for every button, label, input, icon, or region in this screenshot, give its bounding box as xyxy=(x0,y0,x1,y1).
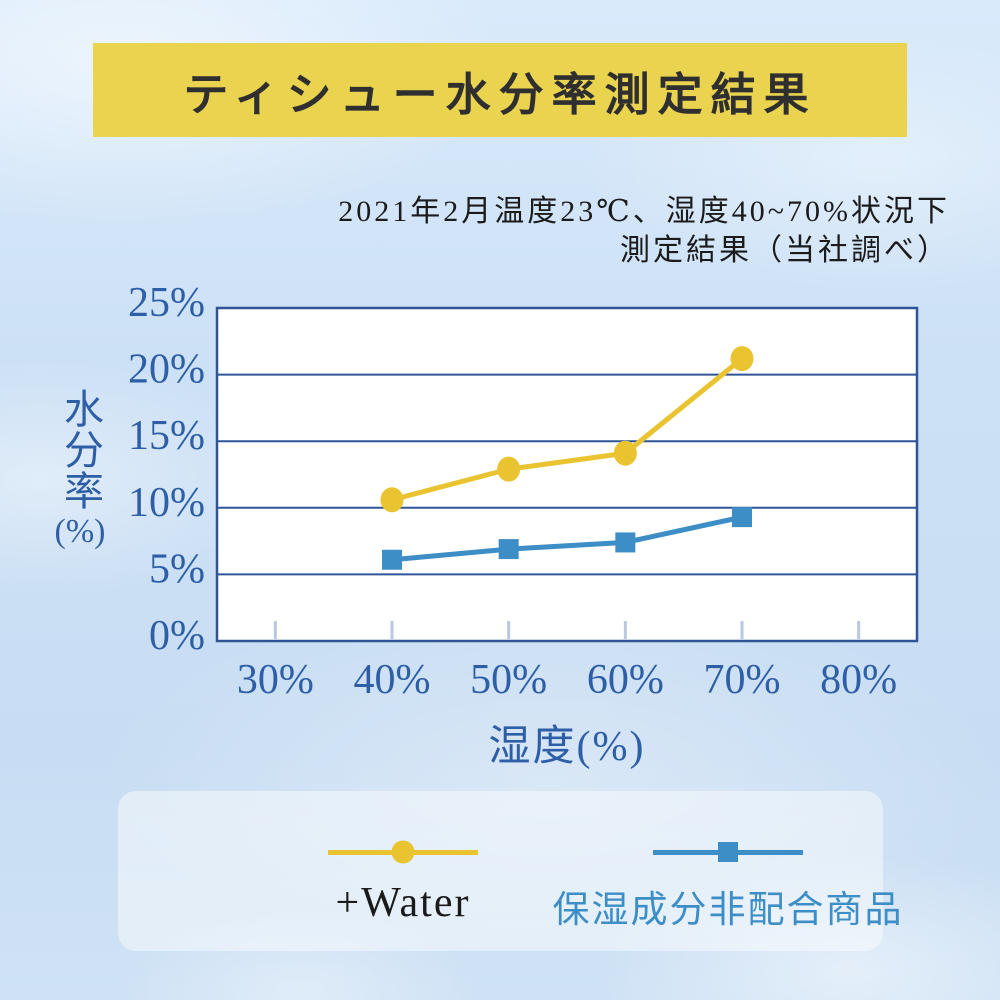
x-tick-label: 40% xyxy=(354,657,431,703)
series-line-square xyxy=(391,514,743,563)
y-tick-label: 20% xyxy=(128,347,205,393)
chart-subtitle: 2021年2月温度23℃、湿度40~70%状況下 測定結果（当社調べ） xyxy=(338,192,950,270)
plot-border xyxy=(215,306,919,643)
data-point-marker xyxy=(497,456,521,482)
x-axis-title: 湿度(%) xyxy=(488,724,646,770)
y-axis-title: 水分率 (%) xyxy=(50,388,110,551)
y-tick-label: 10% xyxy=(128,480,205,526)
data-point-marker xyxy=(380,487,404,513)
subtitle-line-2: 測定結果（当社調べ） xyxy=(620,234,950,267)
legend-marker-no-moisturizer xyxy=(653,841,803,863)
x-tick-label: 60% xyxy=(587,657,664,703)
legend-item-water: +Water xyxy=(278,791,528,951)
title-banner: ティシュー水分率測定結果 xyxy=(93,43,907,137)
y-tick-label: 15% xyxy=(128,413,205,459)
data-point-marker xyxy=(615,532,636,553)
legend-label-no-moisturizer: 保湿成分非配合商品 xyxy=(552,890,904,931)
data-point-marker xyxy=(498,539,519,560)
y-axis-title-unit: (%) xyxy=(54,513,106,550)
legend-item-no-moisturizer: 保湿成分非配合商品 xyxy=(548,791,908,951)
page-title: ティシュー水分率測定結果 xyxy=(183,69,817,120)
legend-label-water: +Water xyxy=(335,880,471,926)
y-axis-title-text: 水分率 xyxy=(58,388,103,511)
y-tick-label: 5% xyxy=(149,546,205,592)
data-point-marker xyxy=(732,507,752,528)
plot-area xyxy=(217,308,917,641)
x-tick-label: 30% xyxy=(237,657,314,703)
y-tick-label: 0% xyxy=(149,613,205,659)
data-point-marker xyxy=(382,549,402,570)
subtitle-line-1: 2021年2月温度23℃、湿度40~70%状況下 xyxy=(338,195,950,228)
y-tick-label: 25% xyxy=(128,280,205,326)
x-tick-label: 70% xyxy=(704,657,781,703)
square-marker-icon xyxy=(718,842,738,862)
legend-panel: +Water 保湿成分非配合商品 xyxy=(118,791,902,951)
data-point-marker xyxy=(613,440,637,466)
series-line-circle xyxy=(391,356,744,503)
x-tick-label: 80% xyxy=(820,657,897,703)
circle-marker-icon xyxy=(391,840,415,864)
data-point-marker xyxy=(730,346,754,372)
legend-marker-water xyxy=(328,840,478,864)
x-tick-label: 50% xyxy=(470,657,547,703)
